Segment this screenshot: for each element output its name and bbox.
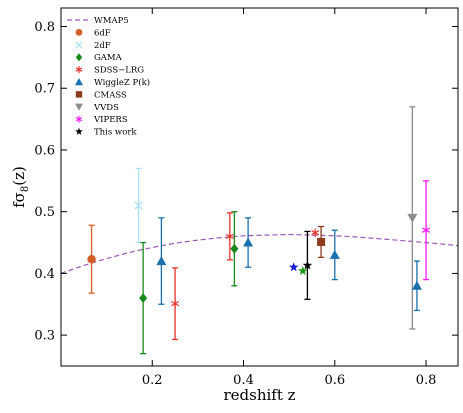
- model-curve-layer: [60, 233, 459, 274]
- data-point: [302, 260, 313, 270]
- x-tick-label: 0.8: [416, 373, 437, 388]
- y-tick-label: 0.5: [34, 205, 55, 220]
- y-axis-label-subscript: 8: [20, 186, 31, 192]
- data-point: [225, 232, 234, 241]
- legend-swatch: [75, 53, 83, 62]
- legend-swatch: [75, 41, 83, 49]
- x-tick-label: 0.2: [142, 373, 163, 388]
- y-axis-label-main: fσ: [10, 192, 28, 208]
- data-point: [230, 243, 239, 254]
- y-axis-label: fσ8(z): [10, 166, 31, 208]
- legend-swatch: [75, 66, 83, 73]
- legend-swatch: [75, 91, 83, 98]
- legend-swatch: [75, 115, 83, 123]
- data-point: [329, 249, 340, 259]
- legend-label: 6dF: [94, 28, 111, 38]
- data-point: [317, 237, 326, 246]
- error-bars-layer: [88, 106, 430, 355]
- legend-swatch: [75, 127, 83, 135]
- y-tick-label: 0.3: [34, 329, 55, 344]
- data-point: [411, 280, 422, 290]
- model-curve-wmap5: [60, 233, 459, 274]
- legend-label: GAMA: [94, 53, 123, 63]
- legend-swatch: [75, 29, 83, 36]
- plot-frame: [60, 7, 459, 367]
- y-tick-label: 0.6: [34, 143, 55, 158]
- data-point-extra: [311, 228, 320, 237]
- ticks-layer: 0.2 0.4 0.6 0.8 0.3 0.4 0.5 0.6 0.7 0.8: [34, 8, 458, 388]
- legend-label: 2dF: [94, 41, 111, 51]
- data-point: [139, 293, 148, 304]
- legend-swatch: [75, 103, 83, 111]
- data-point: [156, 256, 167, 266]
- legend-label: WiggleZ P(k): [94, 77, 150, 88]
- legend-label: CMASS: [94, 90, 127, 100]
- legend-label: VVDS: [93, 103, 119, 113]
- data-point: [243, 237, 254, 247]
- x-tick-label: 0.6: [324, 373, 345, 388]
- data-point: [407, 213, 418, 223]
- data-point: [87, 254, 96, 264]
- legend-swatch: [75, 78, 83, 86]
- y-tick-label: 0.8: [34, 20, 55, 35]
- y-axis-label-tail: (z): [10, 166, 28, 186]
- x-tick-label: 0.4: [233, 373, 254, 388]
- data-point: [422, 225, 431, 235]
- data-point: [171, 299, 180, 308]
- y-tick-label: 0.7: [34, 82, 55, 97]
- y-tick-label: 0.4: [34, 267, 55, 282]
- data-point-extra: [298, 265, 308, 275]
- legend-label: This work: [94, 128, 137, 138]
- data-points-layer: [87, 201, 431, 308]
- legend-label: SDSS−LRG: [94, 66, 144, 76]
- x-axis-label: redshift z: [223, 386, 295, 404]
- legend-label: VIPERS: [93, 115, 128, 125]
- data-point-extra: [288, 262, 299, 272]
- data-point: [134, 201, 143, 210]
- legend-label: WMAP5: [94, 16, 129, 26]
